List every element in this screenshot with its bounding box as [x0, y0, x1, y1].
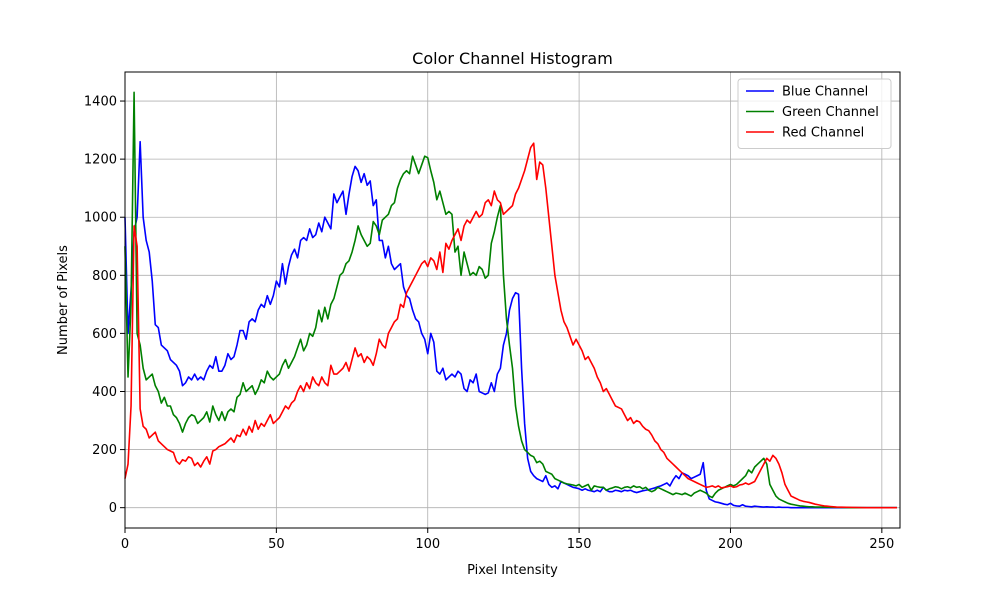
series-line-red-channel — [124, 142, 897, 509]
x-tick-label: 200 — [718, 537, 743, 552]
y-tick-label: 800 — [92, 269, 117, 284]
plot-area-frame — [124, 71, 901, 529]
x-tick-label: 100 — [415, 537, 440, 552]
y-tick-label: 0 — [109, 501, 117, 516]
y-tick-label: 1200 — [84, 153, 117, 168]
x-axis-label: Pixel Intensity — [467, 563, 558, 578]
series-line-green-channel — [124, 91, 897, 509]
series-line-blue-channel — [124, 140, 897, 509]
x-tick-label: 50 — [268, 537, 285, 552]
y-tick-label: 200 — [92, 443, 117, 458]
x-tick-label: 150 — [567, 537, 592, 552]
legend-box — [737, 78, 892, 149]
axis-ticks: 0 50 100 150 200 250 0 200 400 600 800 1000 1200 1400 — [84, 95, 894, 552]
legend-label: Green Channel — [782, 105, 879, 120]
series-lines — [124, 91, 897, 509]
x-tick-label: 0 — [121, 537, 129, 552]
y-tick-label: 1400 — [84, 95, 117, 110]
legend-label: Red Channel — [782, 126, 864, 141]
y-axis-label: Number of Pixels — [56, 245, 71, 355]
y-tick-label: 600 — [92, 327, 117, 342]
y-tick-label: 1000 — [84, 211, 117, 226]
x-tick-label: 250 — [869, 537, 894, 552]
chart-title: Color Channel Histogram — [412, 49, 613, 68]
legend-label: Blue Channel — [782, 85, 868, 100]
y-tick-label: 400 — [92, 385, 117, 400]
legend: Blue Channel Green Channel Red Channel — [737, 78, 892, 149]
